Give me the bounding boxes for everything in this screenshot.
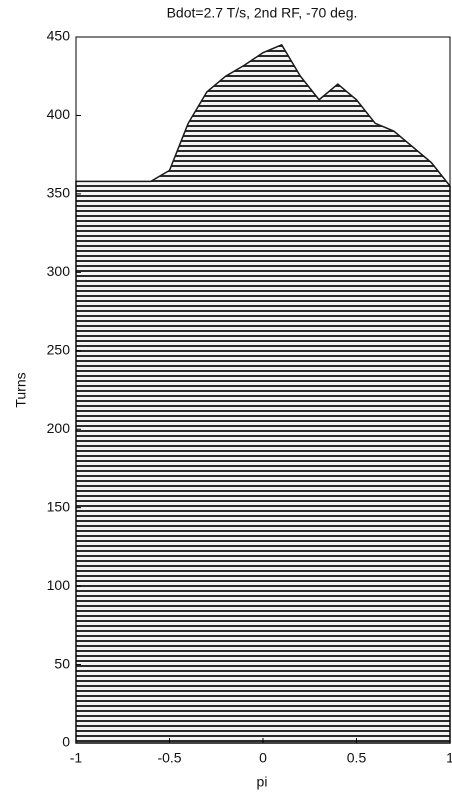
y-tick-label: 350	[47, 185, 71, 201]
x-tick-label: -0.5	[157, 750, 181, 766]
x-tick-label: -1	[70, 750, 83, 766]
y-tick-label: 250	[47, 341, 71, 357]
y-tick-label: 150	[47, 498, 71, 514]
y-tick-label: 0	[62, 734, 70, 750]
x-tick-label: 1	[446, 750, 452, 766]
y-tick-label: 300	[47, 263, 71, 279]
x-axis-label: pi	[257, 774, 268, 790]
area	[75, 43, 451, 744]
y-tick-label: 50	[54, 655, 70, 671]
y-tick-label: 400	[47, 106, 71, 122]
y-tick-label: 450	[47, 28, 71, 44]
y-tick-label: 100	[47, 577, 71, 593]
x-tick-label: 0.5	[347, 750, 367, 766]
y-tick-label: 200	[47, 420, 71, 436]
x-tick-label: 0	[259, 750, 267, 766]
chart-title: Bdot=2.7 T/s, 2nd RF, -70 deg.	[167, 5, 358, 21]
y-axis-label: Turns	[13, 372, 29, 407]
